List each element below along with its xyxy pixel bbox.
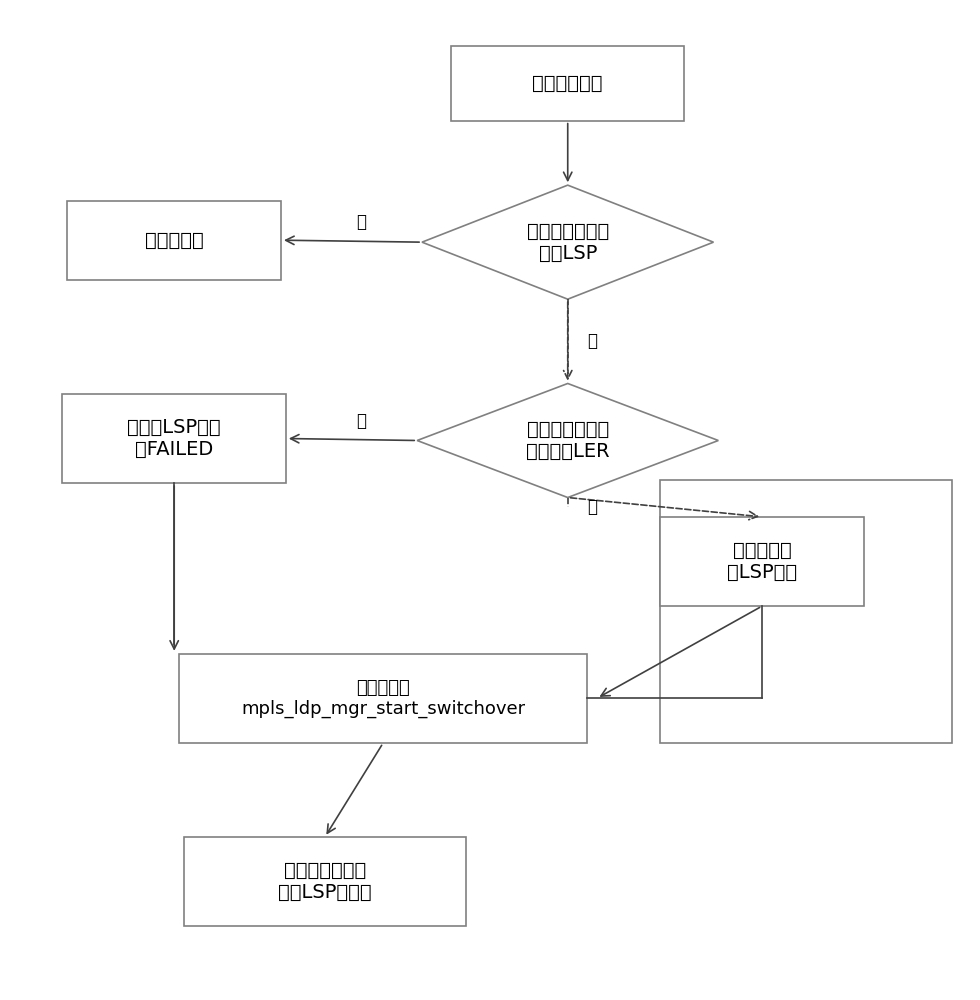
Bar bbox=[661, 480, 952, 743]
Bar bbox=[661, 517, 864, 606]
Bar bbox=[184, 837, 466, 926]
Text: 是: 是 bbox=[357, 412, 367, 430]
Text: 无需重路由: 无需重路由 bbox=[145, 231, 204, 250]
Polygon shape bbox=[417, 383, 718, 498]
Text: 否: 否 bbox=[357, 213, 367, 231]
Text: 向上游通告
此LSP断开: 向上游通告 此LSP断开 bbox=[727, 541, 797, 582]
Text: 设置此LSP权重
为FAILED: 设置此LSP权重 为FAILED bbox=[127, 418, 221, 459]
Text: 重路由完成，恢
复此LSP的权重: 重路由完成，恢 复此LSP的权重 bbox=[278, 861, 371, 902]
Bar bbox=[63, 394, 286, 483]
Text: 链路状态变化: 链路状态变化 bbox=[532, 74, 603, 93]
Text: 是: 是 bbox=[587, 332, 597, 350]
Bar bbox=[179, 654, 587, 743]
Text: 开始重路由
mpls_ldp_mgr_start_switchover: 开始重路由 mpls_ldp_mgr_start_switchover bbox=[241, 679, 525, 718]
Text: 判定当前节点是
否为入口LER: 判定当前节点是 否为入口LER bbox=[526, 420, 610, 461]
Polygon shape bbox=[422, 185, 713, 299]
Text: 否: 否 bbox=[587, 498, 597, 516]
Text: 是否影响了网络
中的LSP: 是否影响了网络 中的LSP bbox=[526, 222, 609, 263]
Bar bbox=[451, 46, 684, 121]
Bar bbox=[68, 201, 281, 280]
